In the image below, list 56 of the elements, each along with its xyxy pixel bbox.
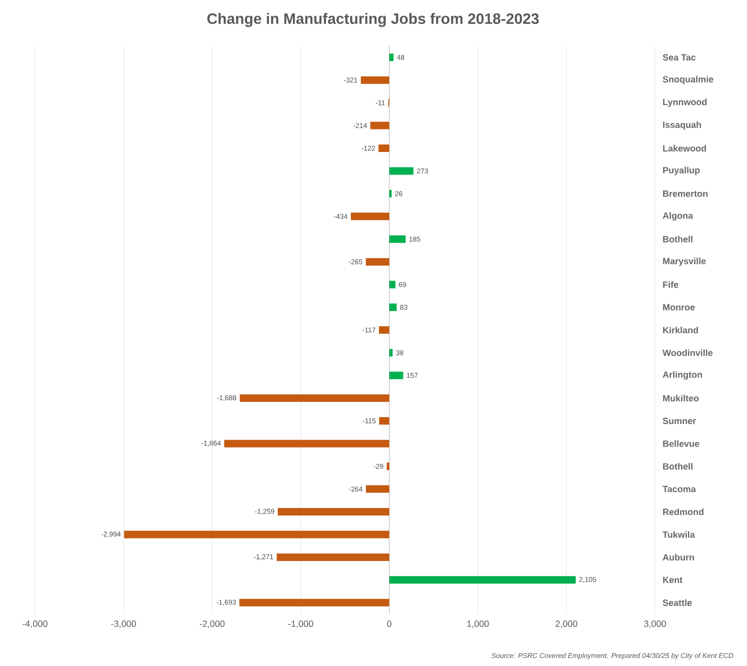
x-tick-label: 1,000 bbox=[467, 620, 489, 628]
bar bbox=[224, 440, 390, 448]
bar bbox=[360, 76, 390, 84]
x-tick-label: 2,000 bbox=[556, 620, 578, 628]
bar bbox=[370, 122, 390, 130]
bar bbox=[239, 598, 390, 606]
x-tick-label: 3,000 bbox=[644, 620, 666, 628]
y-tick-label: Fife bbox=[663, 281, 678, 288]
bar bbox=[379, 417, 390, 425]
y-tick-label: Issaquah bbox=[663, 121, 701, 130]
bar bbox=[389, 167, 414, 175]
y-tick-label: Arlington bbox=[662, 371, 702, 380]
bar bbox=[389, 372, 404, 380]
y-tick-label: Tukwila bbox=[662, 531, 695, 538]
y-tick-label: Sumner bbox=[662, 418, 696, 424]
bar bbox=[386, 462, 390, 470]
x-tick-label: 0 bbox=[387, 620, 392, 627]
y-tick-label: Lynnwood bbox=[663, 98, 707, 107]
y-tick-label: Mukilteo bbox=[663, 394, 699, 402]
y-tick-label: Auburn bbox=[662, 554, 694, 561]
bar bbox=[389, 235, 406, 243]
bar bbox=[124, 530, 390, 538]
x-tick-label: -1,000 bbox=[288, 620, 314, 628]
bar bbox=[389, 304, 397, 312]
y-tick-label: Marysville bbox=[663, 258, 706, 266]
bar bbox=[240, 394, 390, 402]
y-tick-label: Redmond bbox=[663, 508, 704, 516]
y-tick-label: Bothell bbox=[663, 236, 692, 242]
y-tick-label: Bothell bbox=[663, 463, 692, 470]
y-tick-label: Lakewood bbox=[663, 144, 706, 152]
bar bbox=[350, 212, 390, 220]
y-tick-label: Woodinville bbox=[662, 349, 713, 356]
y-tick-label: Puyallup bbox=[663, 166, 700, 176]
y-tick-label: Snoqualmie bbox=[662, 76, 714, 84]
y-tick-label: Monroe bbox=[663, 304, 695, 310]
bar bbox=[378, 144, 390, 152]
y-tick-label: Kent bbox=[663, 576, 682, 584]
y-tick-label: Kirkland bbox=[663, 326, 698, 334]
y-tick-label: Bremerton bbox=[663, 190, 708, 197]
bar bbox=[276, 553, 390, 561]
chart-title: Change in Manufacturing Jobs from 2018-2023 bbox=[207, 12, 539, 28]
bar bbox=[389, 54, 394, 62]
bar bbox=[366, 258, 390, 266]
bar bbox=[278, 508, 390, 516]
bar bbox=[366, 485, 390, 493]
bar bbox=[389, 280, 396, 288]
x-tick-label: -4,000 bbox=[22, 620, 48, 628]
y-tick-label: Bellevue bbox=[663, 440, 700, 447]
x-tick-label: -2,000 bbox=[200, 620, 225, 628]
y-tick-label: Algona bbox=[662, 212, 694, 221]
bar bbox=[378, 326, 390, 334]
y-tick-label: Seattle bbox=[662, 599, 692, 606]
y-tick-label: Tacoma bbox=[662, 486, 696, 492]
y-tick-label: Sea Tac bbox=[662, 54, 696, 61]
bar bbox=[389, 576, 576, 584]
x-tick-label: -3,000 bbox=[111, 620, 136, 628]
